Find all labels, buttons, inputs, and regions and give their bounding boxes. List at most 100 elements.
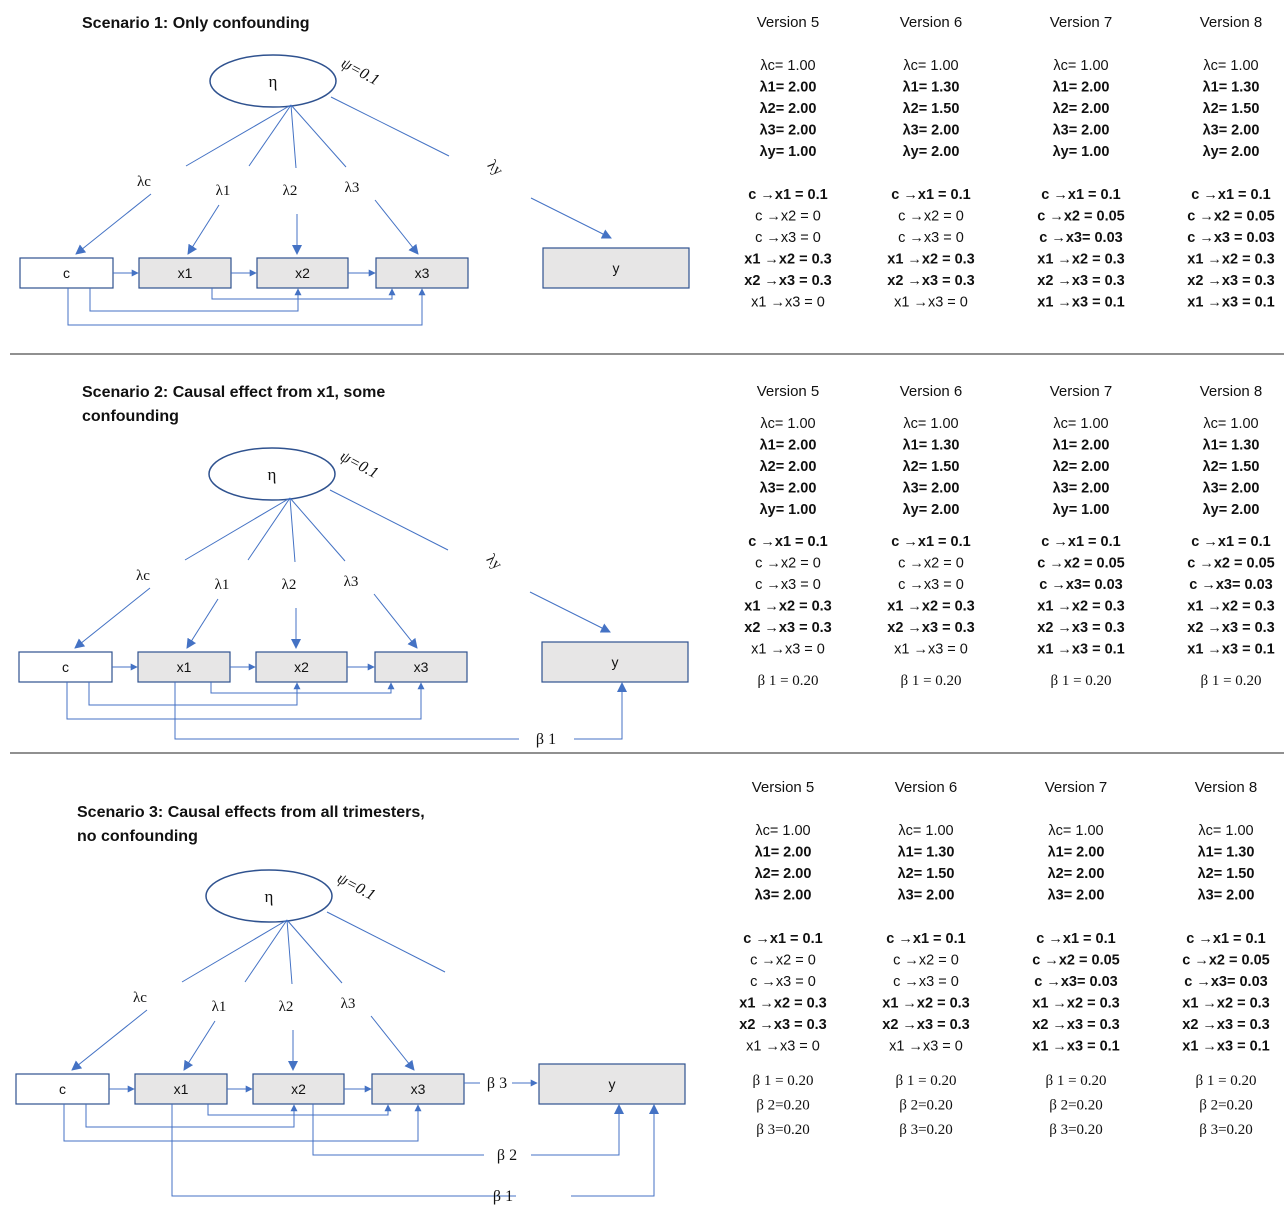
latent-eta-ellipse bbox=[205, 869, 333, 923]
node-x3-label: x3 bbox=[415, 265, 430, 281]
loading-value: λ1= 2.00 bbox=[755, 845, 812, 861]
loading-value: λ1= 2.00 bbox=[1053, 438, 1110, 454]
path-value: c →x3 = 0 bbox=[750, 974, 816, 990]
loading-value: λ1= 2.00 bbox=[1048, 845, 1105, 861]
path-value: x2 →x3 = 0.3 bbox=[1037, 273, 1124, 289]
lambda-y-path-line bbox=[330, 96, 450, 157]
path-value: c →x1 = 0.1 bbox=[1191, 187, 1270, 203]
scenario-3: Scenario 3: Causal effects from all trim… bbox=[15, 779, 1270, 1205]
loading-value: λ1= 2.00 bbox=[1053, 80, 1110, 96]
eta-label: η bbox=[265, 887, 274, 906]
node-y-label: y bbox=[613, 260, 620, 276]
scenario-title: confounding bbox=[82, 408, 179, 425]
path-value: c →x2 = 0 bbox=[755, 209, 821, 225]
node-x1-box bbox=[134, 1073, 228, 1105]
path-value: x2 →x3 = 0.3 bbox=[1187, 620, 1274, 636]
path-value: x2 →x3 = 0.3 bbox=[744, 273, 831, 289]
path-value: c →x3= 0.03 bbox=[1034, 974, 1117, 990]
version-header: Version 7 bbox=[1050, 383, 1113, 400]
path-value: x1 →x3 = 0 bbox=[746, 1039, 820, 1055]
path-value: x2 →x3 = 0.3 bbox=[744, 620, 831, 636]
node-x1-label: x1 bbox=[177, 659, 192, 675]
c-to-x3-path bbox=[67, 288, 426, 326]
path-value: x1 →x3 = 0.1 bbox=[1182, 1039, 1269, 1055]
beta-value: β 2=0.20 bbox=[1199, 1098, 1253, 1114]
path-value: x1 →x2 = 0.3 bbox=[887, 252, 974, 268]
version-column: Version 5 λc= 1.00 λ1= 2.00 λ2= 2.00 λ3= 2.0… bbox=[739, 779, 826, 1138]
x1-to-x3-path bbox=[207, 1104, 392, 1116]
node-c-box bbox=[18, 651, 113, 683]
path-value: c →x3 = 0 bbox=[893, 974, 959, 990]
path-value: x1 →x3 = 0 bbox=[751, 295, 825, 311]
path-value: c →x3= 0.03 bbox=[1184, 974, 1267, 990]
beta-value: β 1 = 0.20 bbox=[1200, 673, 1261, 689]
version-header: Version 7 bbox=[1050, 14, 1113, 31]
lambda-2-path-line bbox=[290, 104, 297, 169]
loading-value: λc= 1.00 bbox=[760, 416, 815, 432]
beta-value: β 1 = 0.20 bbox=[1050, 673, 1111, 689]
beta-1-to-y-arrow bbox=[574, 682, 627, 740]
path-value: c →x3 = 0.03 bbox=[1187, 230, 1274, 246]
scenario-1: Scenario 1: Only confounding η ψ=0.1 c x1 x2 x… bbox=[19, 14, 1275, 326]
loading-value: λ2= 1.50 bbox=[903, 101, 960, 117]
lambda-1-path-line bbox=[248, 104, 292, 167]
path-value: x1 →x3 = 0.1 bbox=[1037, 642, 1124, 658]
lambda-y-path-line bbox=[329, 489, 449, 551]
path-value: c →x2 = 0.05 bbox=[1187, 209, 1274, 225]
path-value: x2 →x3 = 0.3 bbox=[1182, 1017, 1269, 1033]
loading-value: λ3= 2.00 bbox=[1198, 888, 1255, 904]
path-value: x1 →x3 = 0.1 bbox=[1037, 295, 1124, 311]
loading-value: λ2= 2.00 bbox=[1048, 866, 1105, 882]
loading-value: λy= 1.00 bbox=[760, 144, 817, 160]
version-column: Version 6 λc= 1.00 λ1= 1.30 λ2= 1.50 λ3= 2.0… bbox=[882, 779, 969, 1138]
beta-1-to-y-arrow bbox=[571, 1104, 659, 1197]
beta-value: β 1 = 0.20 bbox=[895, 1073, 956, 1089]
x1-to-x3-path bbox=[211, 288, 396, 300]
node-x2-label: x2 bbox=[291, 1081, 306, 1097]
node-x3-box bbox=[374, 651, 468, 683]
beta-3-label: β 3 bbox=[487, 1075, 507, 1092]
lambda-c-arrow bbox=[74, 587, 151, 649]
path-value: x1 →x3 = 0 bbox=[894, 642, 968, 658]
node-x2-box bbox=[256, 257, 349, 289]
loading-value: λ1= 1.30 bbox=[903, 80, 960, 96]
path-value: x1 →x3 = 0 bbox=[751, 642, 825, 658]
path-value: x1 →x2 = 0.3 bbox=[1037, 252, 1124, 268]
path-value: x1 →x2 = 0.3 bbox=[887, 599, 974, 615]
loading-value: λ3= 2.00 bbox=[903, 481, 960, 497]
path-value: x1 →x2 = 0.3 bbox=[1037, 599, 1124, 615]
loading-value: λ3= 2.00 bbox=[760, 481, 817, 497]
loading-value: λc= 1.00 bbox=[1048, 823, 1103, 839]
version-column: Version 8 λc= 1.00 λ1= 1.30 λ2= 1.50 λ3= 2.0… bbox=[1182, 779, 1269, 1138]
path-value: c →x1 = 0.1 bbox=[891, 187, 970, 203]
version-column: Version 5 λc= 1.00 λ1= 2.00 λ2= 2.00 λ3= 2.0… bbox=[744, 14, 831, 311]
version-column: Version 7 λc= 1.00 λ1= 2.00 λ2= 2.00 λ3= 2.0… bbox=[1037, 14, 1124, 311]
loading-value: λ1= 1.30 bbox=[903, 438, 960, 454]
loading-value: λy= 2.00 bbox=[1203, 144, 1260, 160]
version-header: Version 7 bbox=[1045, 779, 1108, 796]
loading-value: λ3= 2.00 bbox=[1203, 481, 1260, 497]
node-c-box bbox=[19, 257, 114, 289]
path-value: c →x2 = 0.05 bbox=[1037, 556, 1124, 572]
lambda-c-arrow bbox=[71, 1009, 148, 1071]
path-value: c →x1 = 0.1 bbox=[748, 187, 827, 203]
path-value: c →x1 = 0.1 bbox=[886, 931, 965, 947]
loading-value: λ3= 2.00 bbox=[755, 888, 812, 904]
loading-value: λ3= 2.00 bbox=[903, 123, 960, 139]
path-value: x1 →x3 = 0 bbox=[894, 295, 968, 311]
path-value: c →x1 = 0.1 bbox=[1041, 187, 1120, 203]
node-c-label: c bbox=[62, 659, 69, 675]
path-value: c →x3= 0.03 bbox=[1039, 230, 1122, 246]
path-value: c →x2 = 0.05 bbox=[1037, 209, 1124, 225]
scenario-title: Scenario 1: Only confounding bbox=[82, 15, 310, 32]
loading-value: λ3= 2.00 bbox=[1053, 481, 1110, 497]
loading-value: λ1= 1.30 bbox=[898, 845, 955, 861]
c-to-x2-path bbox=[88, 682, 301, 706]
loading-value: λy= 2.00 bbox=[903, 502, 960, 518]
lambda-1-path-line bbox=[247, 497, 291, 561]
path-value: c →x1 = 0.1 bbox=[891, 534, 970, 550]
lambda-c-path-line bbox=[185, 104, 292, 167]
path-value: x1 →x3 = 0.1 bbox=[1187, 295, 1274, 311]
path-value: x2 →x3 = 0.3 bbox=[887, 273, 974, 289]
loading-value: λ3= 2.00 bbox=[898, 888, 955, 904]
